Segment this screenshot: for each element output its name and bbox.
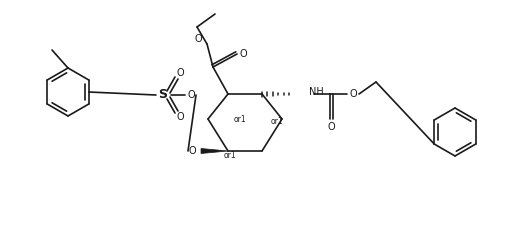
Text: O: O <box>349 89 357 99</box>
Text: O: O <box>176 68 184 78</box>
Text: O: O <box>188 146 196 156</box>
Text: O: O <box>176 112 184 122</box>
Text: O: O <box>187 90 195 100</box>
Text: or1: or1 <box>271 118 284 126</box>
Text: S: S <box>158 89 167 101</box>
Polygon shape <box>201 148 228 153</box>
Text: or1: or1 <box>224 151 237 160</box>
Text: or1: or1 <box>234 116 247 124</box>
Text: O: O <box>327 122 335 132</box>
Text: NH: NH <box>309 87 324 97</box>
Text: O: O <box>194 34 202 44</box>
Text: O: O <box>239 49 247 59</box>
